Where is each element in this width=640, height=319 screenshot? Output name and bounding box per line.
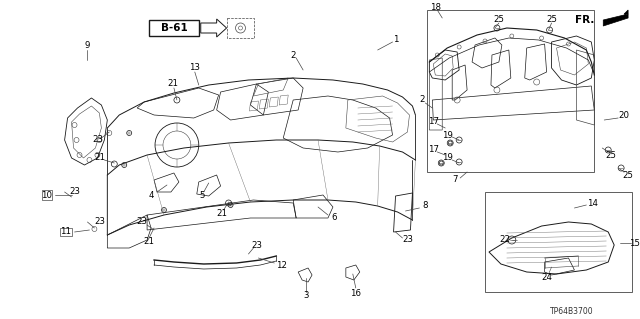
- Text: TP64B3700: TP64B3700: [550, 308, 593, 316]
- Text: 23: 23: [402, 235, 413, 244]
- Bar: [60, 228, 72, 236]
- Text: 9: 9: [84, 41, 90, 50]
- Text: 16: 16: [350, 288, 362, 298]
- Text: FR.: FR.: [575, 15, 595, 25]
- Text: 23: 23: [251, 241, 262, 249]
- Text: 15: 15: [628, 239, 639, 248]
- Text: 23: 23: [94, 218, 105, 226]
- Text: 2: 2: [291, 50, 296, 60]
- Polygon shape: [604, 10, 628, 26]
- Text: 2: 2: [420, 95, 425, 105]
- Bar: [428, 10, 595, 172]
- Bar: [227, 18, 255, 38]
- Text: 21: 21: [94, 153, 105, 162]
- Text: 3: 3: [303, 292, 309, 300]
- Text: 8: 8: [422, 202, 428, 211]
- Text: 19: 19: [442, 153, 452, 162]
- Text: 1: 1: [393, 35, 398, 44]
- Text: 25: 25: [623, 170, 634, 180]
- Text: 11: 11: [60, 227, 71, 236]
- Polygon shape: [201, 19, 227, 37]
- Text: 13: 13: [189, 63, 200, 72]
- Text: 12: 12: [276, 261, 287, 270]
- Text: 10: 10: [41, 190, 52, 199]
- Text: 19: 19: [442, 130, 452, 139]
- Text: 23: 23: [69, 188, 80, 197]
- Bar: [149, 20, 199, 36]
- Text: B-61: B-61: [161, 23, 188, 33]
- Text: 23: 23: [92, 136, 103, 145]
- Text: 22: 22: [499, 235, 510, 244]
- Text: 21: 21: [143, 238, 155, 247]
- Text: 21: 21: [168, 79, 179, 88]
- Text: 14: 14: [587, 198, 598, 207]
- Text: 7: 7: [452, 175, 458, 184]
- Text: 25: 25: [493, 16, 504, 25]
- Text: 21: 21: [216, 210, 227, 219]
- Text: 25: 25: [605, 151, 617, 160]
- Text: 18: 18: [430, 3, 441, 11]
- Bar: [485, 192, 632, 292]
- Text: 23: 23: [136, 218, 148, 226]
- Text: 5: 5: [199, 191, 205, 201]
- Bar: [42, 190, 52, 200]
- Text: 17: 17: [428, 145, 439, 154]
- Text: 25: 25: [546, 16, 557, 25]
- Text: 20: 20: [619, 112, 630, 121]
- Text: 6: 6: [331, 213, 337, 222]
- Text: 24: 24: [541, 272, 552, 281]
- Text: 17: 17: [428, 117, 439, 127]
- Text: 4: 4: [148, 190, 154, 199]
